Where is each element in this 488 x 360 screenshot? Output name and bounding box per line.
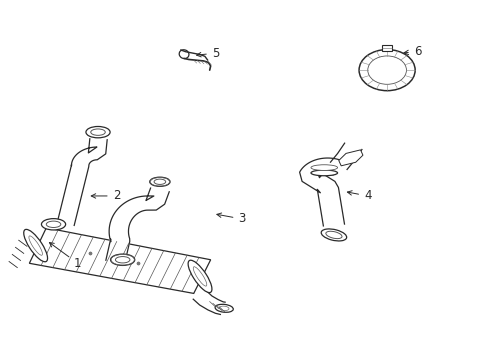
Text: 4: 4 — [346, 189, 371, 202]
Ellipse shape — [46, 221, 61, 228]
Ellipse shape — [91, 129, 105, 135]
Text: 3: 3 — [217, 212, 245, 225]
Ellipse shape — [215, 304, 233, 312]
Polygon shape — [338, 150, 362, 166]
Ellipse shape — [367, 56, 406, 84]
Ellipse shape — [325, 231, 341, 239]
Ellipse shape — [193, 267, 206, 286]
Polygon shape — [57, 139, 107, 225]
Ellipse shape — [41, 219, 65, 230]
Ellipse shape — [310, 170, 337, 176]
Polygon shape — [105, 188, 169, 262]
Ellipse shape — [154, 179, 165, 184]
Ellipse shape — [219, 306, 228, 310]
Ellipse shape — [86, 126, 110, 138]
FancyBboxPatch shape — [381, 45, 392, 51]
Ellipse shape — [188, 260, 211, 293]
Ellipse shape — [24, 229, 47, 262]
Polygon shape — [193, 291, 224, 314]
Ellipse shape — [149, 177, 170, 186]
Text: 1: 1 — [49, 243, 81, 270]
Ellipse shape — [310, 165, 337, 170]
Text: 5: 5 — [196, 46, 219, 60]
Ellipse shape — [321, 229, 346, 241]
Ellipse shape — [179, 50, 188, 59]
Ellipse shape — [110, 254, 135, 265]
Polygon shape — [29, 228, 210, 293]
Polygon shape — [299, 158, 345, 226]
Text: 6: 6 — [403, 45, 421, 58]
Ellipse shape — [358, 50, 414, 91]
Polygon shape — [330, 143, 361, 170]
Text: 2: 2 — [91, 189, 120, 202]
Ellipse shape — [29, 236, 42, 255]
Ellipse shape — [115, 257, 130, 263]
